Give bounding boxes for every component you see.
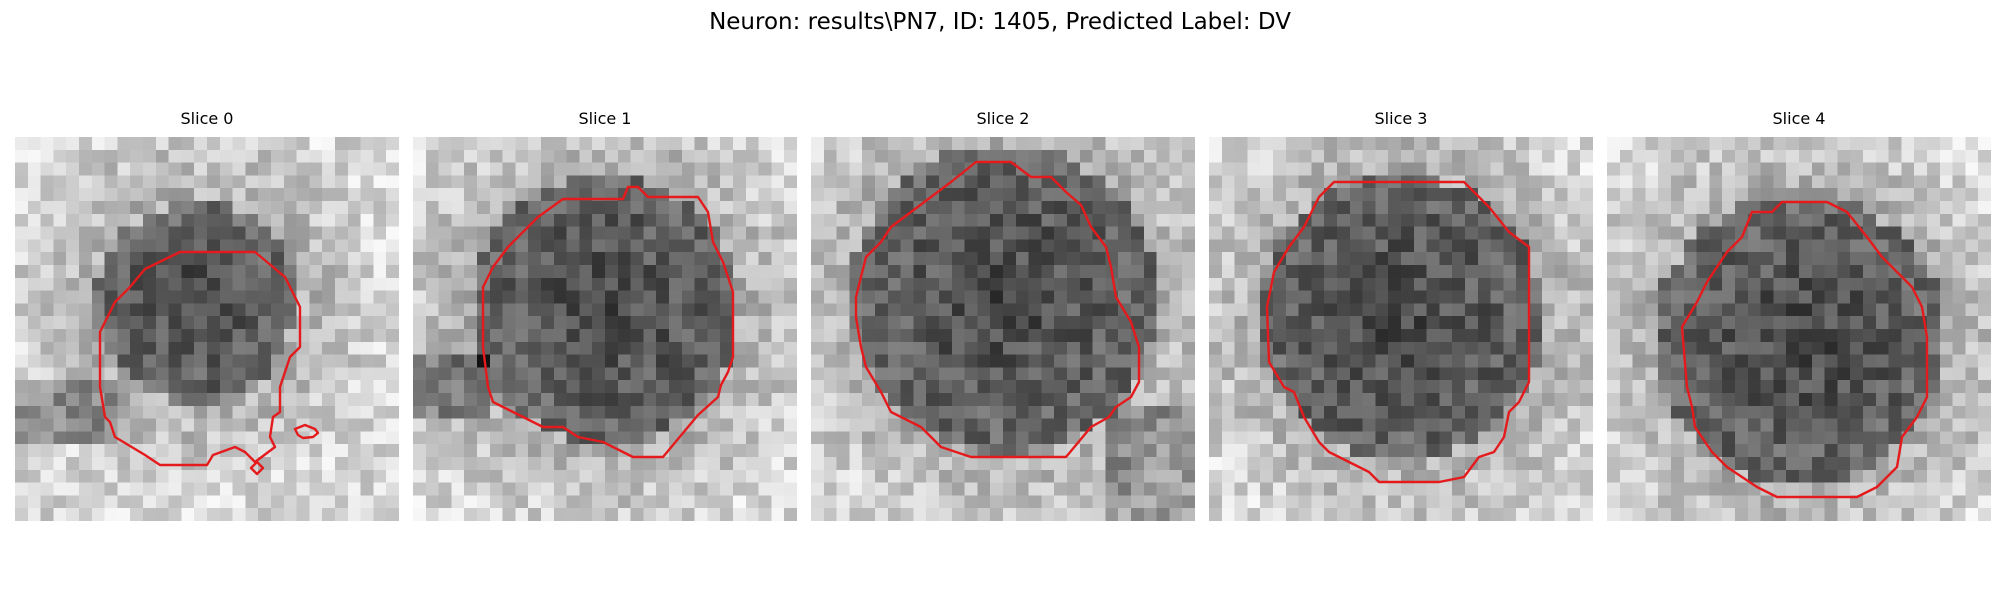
slice-panel-0: Slice 0 (15, 107, 399, 521)
slice-title: Slice 3 (1374, 109, 1428, 128)
slice-title: Slice 4 (1772, 109, 1826, 128)
contour-main (481, 185, 735, 459)
contour-blob (293, 423, 320, 440)
segmentation-contour (481, 185, 735, 459)
contour-main (98, 250, 302, 467)
contour-main (854, 160, 1141, 459)
contour-main (1680, 200, 1929, 499)
segmentation-contour (1265, 180, 1531, 484)
slice-title: Slice 1 (578, 109, 632, 128)
segmentation-contour (854, 160, 1141, 459)
slice-panel-2: Slice 2 (811, 107, 1195, 521)
slice-panel-4: Slice 4 (1607, 107, 1991, 521)
slice-title: Slice 0 (180, 109, 234, 128)
contour-main (1265, 180, 1531, 484)
segmentation-contour (98, 250, 320, 476)
slice-panel-1: Slice 1 (413, 107, 797, 521)
contour-dot (249, 460, 265, 476)
slice-panel-3: Slice 3 (1209, 107, 1593, 521)
figure-title: Neuron: results\PN7, ID: 1405, Predicted… (709, 9, 1291, 35)
slice-title: Slice 2 (976, 109, 1030, 128)
segmentation-contour (1680, 200, 1929, 499)
slice-image (15, 137, 399, 521)
